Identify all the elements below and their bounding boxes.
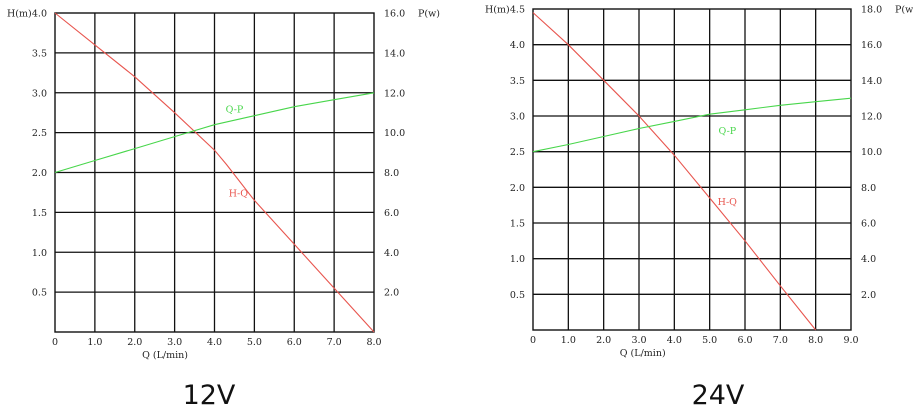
- x-tick-label: 2.0: [596, 335, 611, 346]
- y-tick-label: 2.0: [510, 183, 525, 194]
- x-tick-label: 9.0: [843, 335, 858, 346]
- y-tick-label: 0.5: [510, 290, 525, 301]
- series-label-q-p: Q-P: [226, 105, 244, 116]
- y-tick-label: 3.0: [32, 88, 47, 99]
- y-tick-label: 4.0: [32, 9, 47, 20]
- y2-tick-label: 12.0: [384, 88, 405, 99]
- x-tick-label: 0: [530, 335, 536, 346]
- x-tick-label: 5.0: [702, 335, 717, 346]
- y-tick-label: 1.5: [32, 208, 47, 219]
- x-tick-label: 8.0: [366, 337, 381, 348]
- x-tick-label: 6.0: [737, 335, 752, 346]
- y-tick-label: 1.5: [510, 219, 525, 230]
- x-tick-label: 4.0: [667, 335, 682, 346]
- y2-axis-title: P(w): [895, 5, 913, 16]
- y-tick-label: 2.5: [32, 128, 47, 139]
- y2-tick-label: 6.0: [384, 208, 399, 219]
- series-line-q-p: [532, 97, 852, 153]
- x-axis-title: Q (L/min): [142, 350, 188, 361]
- y2-tick-label: 12.0: [861, 112, 882, 123]
- plot-frame: [532, 8, 852, 331]
- y-axis-title: H(m): [485, 5, 510, 16]
- y2-axis-title: P(w): [418, 9, 440, 20]
- y2-tick-label: 10.0: [861, 147, 882, 158]
- series-label-h-q: H-Q: [718, 197, 737, 208]
- x-tick-label: 4.0: [207, 337, 222, 348]
- y2-tick-label: 8.0: [384, 168, 399, 179]
- x-tick-label: 1.0: [561, 335, 576, 346]
- y-tick-label: 1.0: [32, 248, 47, 259]
- y2-tick-label: 10.0: [384, 128, 405, 139]
- x-tick-label: 5.0: [247, 337, 262, 348]
- y-tick-label: 4.0: [510, 40, 525, 51]
- x-tick-label: 6.0: [287, 337, 302, 348]
- x-tick-label: 0: [52, 337, 58, 348]
- x-tick-label: 8.0: [808, 335, 823, 346]
- x-tick-label: 3.0: [631, 335, 646, 346]
- y-tick-label: 1.0: [510, 254, 525, 265]
- chart-1: 0 1.0 2.0 3.0 4.0 5.0 6.0 7.0 8.0 0.5 1.0 1.5 2.0 2.5…: [7, 9, 440, 412]
- y2-tick-label: 2.0: [861, 290, 876, 301]
- y-axis-title: H(m): [7, 9, 32, 20]
- series-label-h-q: H-Q: [229, 188, 248, 199]
- chart-caption: 12V: [183, 380, 236, 411]
- y2-tick-label: 18.0: [861, 5, 882, 16]
- y2-tick-label: 16.0: [384, 9, 405, 20]
- x-axis-title: Q (L/min): [620, 348, 666, 359]
- y-tick-label: 0.5: [32, 288, 47, 299]
- x-tick-label: 2.0: [127, 337, 142, 348]
- y2-tick-label: 6.0: [861, 219, 876, 230]
- chart-caption: 24V: [692, 380, 745, 411]
- y2-tick-label: 14.0: [861, 76, 882, 87]
- x-tick-label: 1.0: [87, 337, 102, 348]
- y-tick-label: 3.5: [510, 76, 525, 87]
- series-line-h-q: [54, 12, 375, 333]
- y2-tick-label: 4.0: [384, 248, 399, 259]
- chart-2: 0 1.0 2.0 3.0 4.0 5.0 6.0 7.0 8.0 9.0 0.5 1.0 1.5 2.0…: [485, 5, 913, 412]
- series-label-q-p: Q-P: [718, 126, 736, 137]
- y2-tick-label: 4.0: [861, 254, 876, 265]
- x-tick-label: 3.0: [167, 337, 182, 348]
- series-line-h-q: [532, 12, 817, 331]
- y2-tick-label: 8.0: [861, 183, 876, 194]
- y-tick-label: 2.0: [32, 168, 47, 179]
- x-tick-label: 7.0: [773, 335, 788, 346]
- series-line-q-p: [54, 92, 375, 174]
- y-tick-label: 2.5: [510, 147, 525, 158]
- y-tick-label: 3.5: [32, 48, 47, 59]
- y-tick-label: 3.0: [510, 112, 525, 123]
- y2-tick-label: 14.0: [384, 48, 405, 59]
- y2-tick-label: 16.0: [861, 40, 882, 51]
- y2-tick-label: 2.0: [384, 288, 399, 299]
- x-tick-label: 7.0: [327, 337, 342, 348]
- y-tick-label: 4.5: [510, 5, 525, 16]
